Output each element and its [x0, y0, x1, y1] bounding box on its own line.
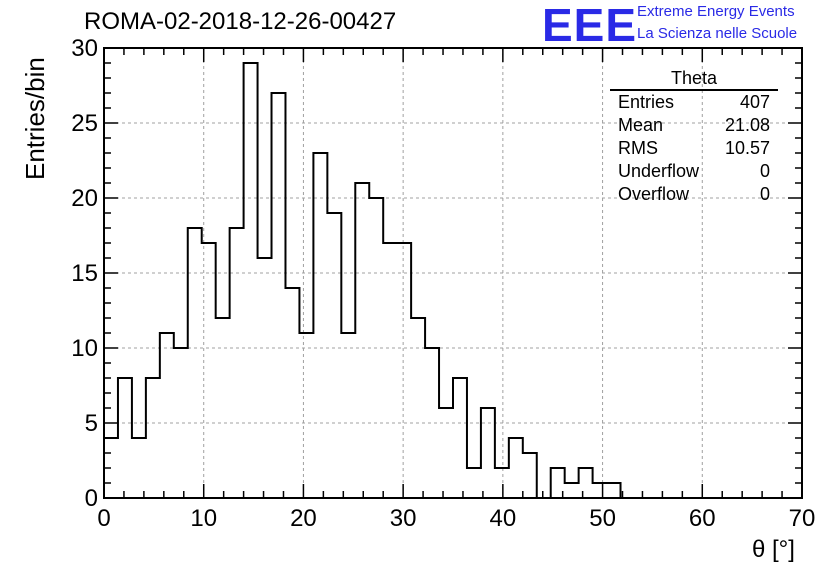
histogram-bin: [174, 348, 188, 498]
histogram-bin: [579, 468, 593, 498]
stats-row-overflow: Overflow 0: [610, 183, 778, 206]
stats-row-entries: Entries 407: [610, 91, 778, 114]
histogram-bin: [327, 213, 341, 498]
histogram-bin: [481, 408, 495, 498]
stats-title: Theta: [610, 67, 778, 91]
histogram-bin: [439, 408, 453, 498]
x-axis-label: θ [°]: [752, 536, 795, 563]
stats-box: Theta Entries 407 Mean 21.08 RMS 10.57 U…: [610, 67, 778, 206]
histogram-bin: [146, 378, 160, 498]
histogram-bin: [313, 153, 327, 498]
x-tick-label: 40: [490, 505, 517, 532]
histogram-bin: [230, 228, 244, 498]
histogram-bin: [523, 453, 537, 498]
y-tick-label: 20: [71, 185, 98, 212]
y-tick-label: 25: [71, 110, 98, 137]
histogram-bin: [202, 243, 216, 498]
histogram-bin: [132, 438, 146, 498]
histogram-bin: [160, 333, 174, 498]
stats-row-underflow: Underflow 0: [610, 160, 778, 183]
stats-label: Overflow: [618, 184, 690, 204]
histogram-bin: [244, 63, 258, 498]
stats-label: Entries: [618, 92, 675, 112]
stats-label: Mean: [618, 115, 664, 135]
histogram-bin: [509, 438, 523, 498]
x-tick-label: 30: [390, 505, 417, 532]
y-tick-label: 10: [71, 335, 98, 362]
histogram-bin: [216, 318, 230, 498]
histogram-bin: [118, 378, 132, 498]
histogram-bin: [453, 378, 467, 498]
y-tick-label: 0: [85, 485, 98, 512]
y-tick-label: 30: [71, 35, 98, 62]
histogram-bin: [607, 483, 621, 498]
x-tick-label: 0: [97, 505, 110, 532]
histogram-bin: [258, 258, 272, 498]
stats-value: 10.57: [724, 138, 770, 158]
histogram-bin: [341, 333, 355, 498]
histogram-bin: [285, 288, 299, 498]
histogram-line: [103, 62, 802, 499]
stats-value: 0: [759, 161, 770, 181]
histogram-bin: [593, 483, 607, 498]
logo-line-1: Extreme Energy Events: [637, 3, 795, 20]
histogram-bin: [495, 468, 509, 498]
stats-row-rms: RMS 10.57: [610, 137, 778, 160]
stats-value: 0: [759, 184, 770, 204]
stats-value: 407: [739, 92, 770, 112]
histogram-bin: [397, 243, 411, 498]
x-tick-label: 60: [689, 505, 716, 532]
chart-title: ROMA-02-2018-12-26-00427: [84, 8, 397, 35]
stats-label: Underflow: [618, 161, 700, 181]
x-tick-label: 20: [290, 505, 317, 532]
histogram-bin: [272, 93, 286, 498]
y-tick-label: 15: [71, 260, 98, 287]
logo-line-2: La Scienza nelle Scuole: [637, 25, 798, 42]
histogram-bin: [188, 228, 202, 498]
stats-row-mean: Mean 21.08: [610, 114, 778, 137]
x-tick-label: 50: [589, 505, 616, 532]
eee-logo: EEE: [542, 0, 638, 51]
histogram-bin: [299, 333, 313, 498]
histogram-bin: [355, 183, 369, 498]
histogram-bin: [383, 243, 397, 498]
histogram-bin: [411, 318, 425, 498]
x-tick-label: 70: [789, 505, 816, 532]
x-tick-label: 10: [190, 505, 217, 532]
histogram-bin: [467, 468, 481, 498]
stats-value: 21.08: [724, 115, 770, 135]
histogram-bin: [565, 483, 579, 498]
y-tick-label: 5: [85, 410, 98, 437]
stats-label: RMS: [618, 138, 658, 158]
